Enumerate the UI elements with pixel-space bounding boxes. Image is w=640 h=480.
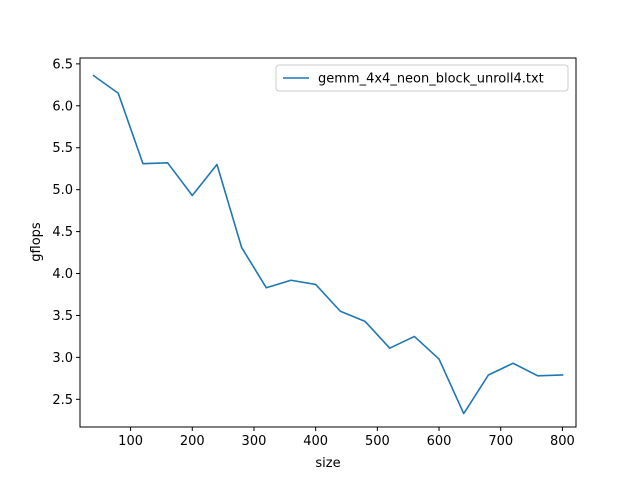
x-tick-label: 800 [550,434,575,449]
series-layer [92,74,564,415]
y-axis-ticks: 2.5 3.0 3.5 4.0 4.5 5.0 5.5 6.0 6.5 [52,57,80,408]
x-axis-label: size [315,456,340,471]
x-tick-label: 300 [242,434,267,449]
x-tick-label: 200 [180,434,205,449]
y-tick-label: 2.5 [52,393,73,408]
x-tick-label: 100 [118,434,143,449]
series-line [92,74,564,415]
plot-frame [79,57,577,428]
x-tick-label: 500 [365,434,390,449]
x-tick-label: 600 [427,434,452,449]
legend: gemm_4x4_neon_block_unroll4.txt [275,64,569,92]
y-tick-label: 3.0 [52,351,73,366]
legend-label: gemm_4x4_neon_block_unroll4.txt [318,72,544,87]
x-axis-ticks: 100 200 300 400 500 600 700 800 [118,427,575,449]
x-tick-label: 400 [303,434,328,449]
y-tick-label: 3.5 [52,309,73,324]
y-tick-label: 6.0 [52,99,73,114]
y-tick-label: 4.5 [52,225,73,240]
y-tick-label: 5.5 [52,141,73,156]
y-tick-label: 6.5 [52,57,73,72]
y-axis-label: gflops [29,222,44,262]
legend-box [275,64,569,92]
y-tick-label: 5.0 [52,183,73,198]
y-tick-label: 4.0 [52,267,73,282]
x-tick-label: 700 [488,434,513,449]
